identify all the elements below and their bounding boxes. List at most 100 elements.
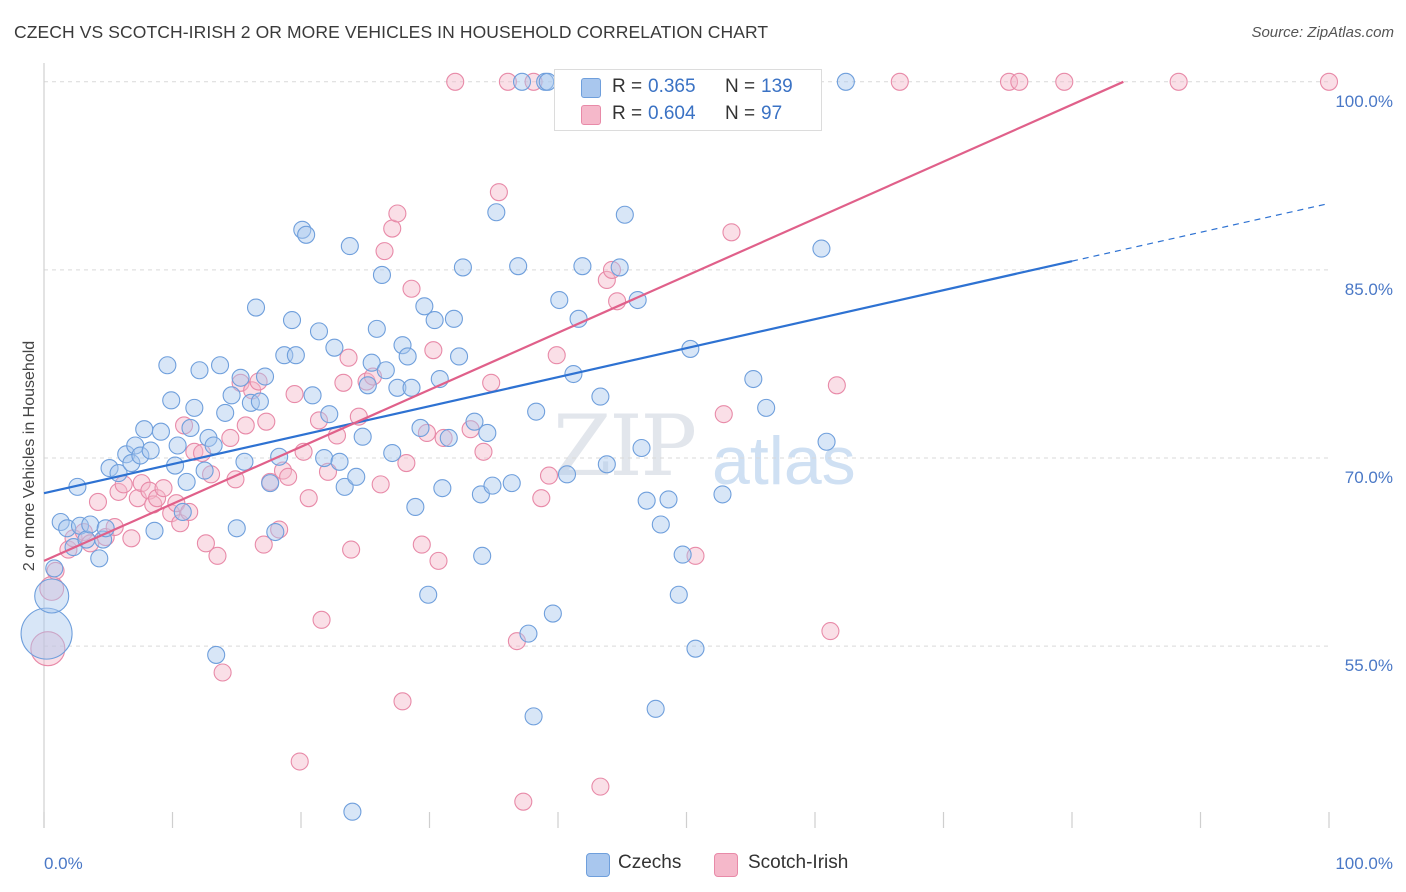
scotch-irish-point [1169,72,1188,91]
legend-swatch-scotch-irish [714,853,738,877]
scotch-irish-point [339,348,358,367]
legend-row-scotch-irish: R = 0.604 N = 97 [555,101,821,127]
scotch-irish-point [429,551,448,570]
y-tick-label: 55.0% [1345,656,1393,675]
scotch-irish-point [591,777,610,796]
czech-trend-line [43,260,1073,495]
czech-point [195,461,214,480]
czech-point [573,257,592,276]
czech-point [502,474,521,493]
scotch-irish-point [236,416,255,435]
correlation-legend: R = 0.365 N = 139 R = 0.604 N = 97 [554,69,822,131]
scotch-irish-point [474,442,493,461]
czech-point [34,578,70,614]
scotch-irish-point [547,346,566,365]
czech-point [744,369,763,389]
czech-point [383,443,402,463]
czech-point [286,346,305,365]
czech-point [207,645,226,664]
czech-point [512,72,532,91]
scotch-irish-point [821,622,840,641]
czech-point [453,258,472,277]
czech-point [303,386,322,405]
czech-point [330,452,349,471]
czech-point [597,455,616,474]
scotch-irish-point [412,535,431,554]
czech-point [473,546,492,565]
czech-point [141,441,160,460]
source-label: Source: ZipAtlas.com [1251,24,1394,41]
legend-r-label: R = [612,76,643,97]
scotch-irish-point [434,428,453,448]
legend-row-czechs: R = 0.365 N = 139 [555,74,821,100]
legend-r-value-czechs: 0.365 [648,76,696,97]
czech-point [487,203,506,222]
czech-point [231,368,250,387]
scotch-irish-point [334,373,353,392]
czech-point [343,802,362,821]
scotch-irish-point [514,792,533,811]
scotch-irish-point [388,204,407,223]
czech-point [527,402,546,421]
czech-point [637,491,656,510]
czech-point [353,427,372,446]
watermark-zip: ZIP [553,397,697,495]
scotch-irish-point [375,242,394,261]
scotch-irish-point [318,462,338,481]
scotch-irish-point [371,475,390,494]
scotch-irish-point [257,412,276,431]
czech-point [131,446,150,465]
scotch-irish-point [180,502,199,522]
scotch-irish-point [482,373,501,392]
czech-point [45,559,64,578]
scotch-irish-point [342,540,361,559]
czech-point [419,585,438,604]
scotch-irish-point [1319,72,1339,91]
czech-point [255,367,275,386]
czech-point [315,448,334,468]
scotch-irish-point [446,72,465,91]
scotch-irish-point [140,481,159,500]
scotch-irish-point [154,479,173,498]
scotch-irish-point [722,223,741,242]
scotch-irish-point [148,489,167,508]
chart-title: CZECH VS SCOTCH-IRISH 2 OR MORE VEHICLES… [14,22,769,42]
czech-point [309,322,329,341]
legend-swatch-czechs [581,78,601,98]
czech-point [151,422,170,441]
scotch-irish-point [122,529,141,548]
scotch-irish-points [30,72,1339,811]
czech-point [246,298,266,317]
scotch-irish-point [327,426,347,445]
czech-point [20,607,73,660]
scotch-irish-point [424,341,443,360]
czech-point [173,502,192,522]
scotch-irish-point [312,610,331,629]
scotch-irish-point [309,411,329,430]
czech-point [465,412,484,431]
czech-point [168,436,187,455]
series-legend: Czechs Scotch-Irish [0,852,1406,877]
legend-swatch-czechs [586,853,610,877]
scotch-irish-point [714,405,733,424]
czech-point [235,452,254,471]
scotch-irish-point [532,489,551,508]
legend-r-value-scotch-irish: 0.604 [648,103,696,124]
axis-layer [43,63,1330,828]
czech-trend-extension [1071,202,1330,262]
czech-point [557,465,577,484]
czech-point [524,707,543,726]
y-tick-label: 85.0% [1345,280,1393,299]
scotch-irish-point [397,454,416,473]
czech-point [320,405,339,424]
czech-point [646,699,665,718]
czech-point [266,522,285,542]
scotch-irish-point [402,279,421,298]
czech-point [402,378,421,397]
trend-layer [43,80,1330,562]
scotch-irish-point [890,72,909,91]
scotch-irish-point [827,376,846,395]
czech-point [181,418,200,437]
scotch-irish-point [597,270,616,290]
czech-point [836,72,855,91]
